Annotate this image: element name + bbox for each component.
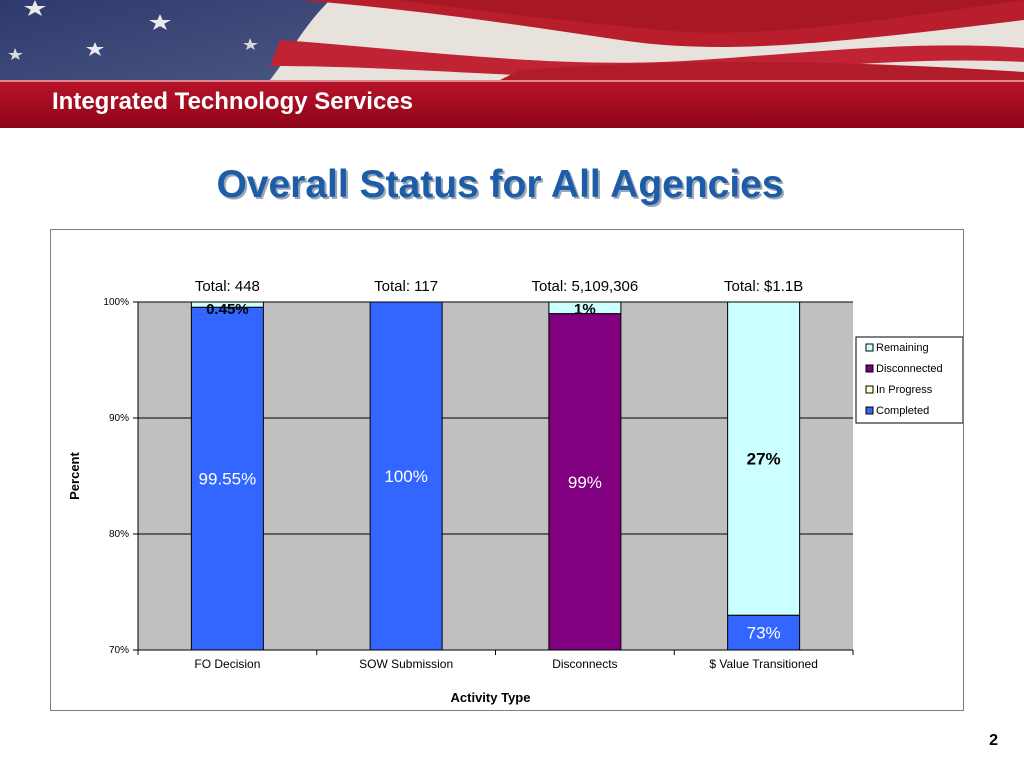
data-label: 99% bbox=[568, 473, 602, 492]
y-tick-label: 80% bbox=[109, 529, 129, 540]
total-label: Total: $1.1B bbox=[724, 278, 803, 295]
bar-segment bbox=[727, 614, 801, 651]
slide-title: Overall Status for All Agencies bbox=[216, 163, 784, 206]
x-axis-title: Activity Type bbox=[451, 690, 531, 705]
y-tick-label: 90% bbox=[109, 413, 129, 424]
bar-segment bbox=[190, 301, 264, 308]
data-label: 100% bbox=[384, 467, 427, 486]
data-label: 0.45% bbox=[206, 301, 249, 318]
x-tick-label: FO Decision bbox=[194, 657, 260, 671]
bar-segment bbox=[190, 306, 264, 651]
chart-frame: 70% 80% 90% 100% 99.55% 0.45% FO Decision Total… bbox=[50, 229, 964, 711]
legend-label: Disconnected bbox=[876, 363, 943, 375]
data-label: 73% bbox=[747, 624, 781, 643]
y-tick-label: 100% bbox=[103, 297, 129, 308]
section-title: Integrated Technology Services bbox=[52, 88, 413, 115]
legend-swatch bbox=[865, 364, 874, 373]
bar-segment bbox=[369, 301, 443, 651]
y-axis-title: Percent bbox=[67, 451, 82, 499]
legend-label: In Progress bbox=[876, 384, 933, 396]
data-label: 27% bbox=[747, 450, 781, 469]
legend-swatch bbox=[865, 343, 874, 352]
legend-label: Completed bbox=[876, 405, 929, 417]
data-label: 99.55% bbox=[199, 470, 257, 489]
legend-box bbox=[855, 336, 963, 424]
stacked-bar-chart: 70% 80% 90% 100% 99.55% 0.45% FO Decision Total… bbox=[67, 278, 963, 705]
legend-swatch bbox=[865, 385, 874, 394]
total-label: Total: 448 bbox=[195, 278, 260, 295]
legend-label: Remaining bbox=[876, 342, 929, 354]
legend-swatch bbox=[865, 406, 874, 415]
bar-segment bbox=[548, 301, 622, 315]
page-number: 2 bbox=[989, 732, 998, 749]
x-tick-label: Disconnects bbox=[552, 657, 617, 671]
y-tick-label: 70% bbox=[109, 645, 129, 656]
x-tick-label: SOW Submission bbox=[359, 657, 453, 671]
flag-banner bbox=[0, 0, 1024, 128]
data-label: 1% bbox=[574, 301, 596, 318]
bar-segment bbox=[727, 301, 801, 616]
x-tick-label: $ Value Transitioned bbox=[709, 657, 818, 671]
total-label: Total: 117 bbox=[374, 278, 438, 295]
total-label: Total: 5,109,306 bbox=[531, 278, 638, 295]
